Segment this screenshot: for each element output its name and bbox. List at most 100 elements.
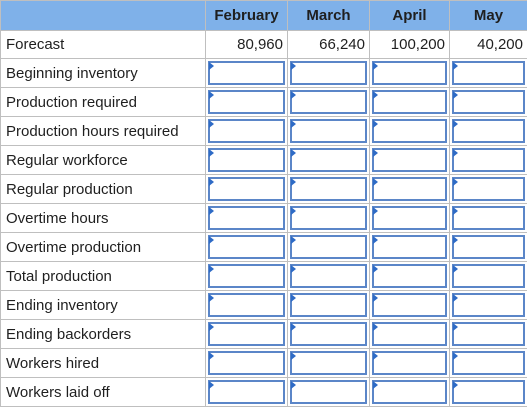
input-ending-inventory-april[interactable]	[372, 293, 447, 317]
input-overtime-hours-march[interactable]	[290, 206, 367, 230]
input-cell-wrapper	[206, 349, 287, 377]
input-ending-backorders-april[interactable]	[372, 322, 447, 346]
input-regular-production-may[interactable]	[452, 177, 525, 201]
cell-production-hours-required-february	[205, 116, 288, 146]
input-beginning-inventory-may[interactable]	[452, 61, 525, 85]
input-cell-wrapper	[450, 117, 527, 145]
input-ending-backorders-march[interactable]	[290, 322, 367, 346]
input-workers-hired-may[interactable]	[452, 351, 525, 375]
input-regular-workforce-march[interactable]	[290, 148, 367, 172]
input-cell-wrapper	[206, 233, 287, 261]
input-workers-hired-april[interactable]	[372, 351, 447, 375]
cell-workers-laid-off-february	[205, 377, 288, 407]
cell-ending-inventory-february	[205, 290, 288, 320]
input-cell-wrapper	[206, 117, 287, 145]
input-production-hours-required-april[interactable]	[372, 119, 447, 143]
row-total-production: Total production	[0, 261, 527, 291]
input-beginning-inventory-february[interactable]	[208, 61, 285, 85]
header-row: February March April May	[0, 0, 527, 31]
input-total-production-march[interactable]	[290, 264, 367, 288]
input-production-hours-required-may[interactable]	[452, 119, 525, 143]
input-cell-wrapper	[450, 175, 527, 203]
input-overtime-production-february[interactable]	[208, 235, 285, 259]
input-workers-laid-off-march[interactable]	[290, 380, 367, 404]
input-cell-wrapper	[288, 349, 369, 377]
column-header-march: March	[287, 0, 370, 31]
input-workers-hired-february[interactable]	[208, 351, 285, 375]
input-overtime-hours-april[interactable]	[372, 206, 447, 230]
cell-production-required-march	[287, 87, 370, 117]
cell-production-hours-required-march	[287, 116, 370, 146]
input-regular-workforce-april[interactable]	[372, 148, 447, 172]
input-ending-inventory-february[interactable]	[208, 293, 285, 317]
row-label-overtime-production: Overtime production	[0, 232, 206, 262]
cell-overtime-hours-may	[449, 203, 527, 233]
input-cell-wrapper	[288, 204, 369, 232]
input-workers-laid-off-april[interactable]	[372, 380, 447, 404]
column-header-may: May	[449, 0, 527, 31]
input-workers-laid-off-may[interactable]	[452, 380, 525, 404]
input-production-required-may[interactable]	[452, 90, 525, 114]
input-beginning-inventory-april[interactable]	[372, 61, 447, 85]
cell-regular-production-march	[287, 174, 370, 204]
input-regular-workforce-february[interactable]	[208, 148, 285, 172]
input-overtime-production-march[interactable]	[290, 235, 367, 259]
row-label-production-required: Production required	[0, 87, 206, 117]
input-cell-wrapper	[450, 233, 527, 261]
cell-workers-hired-march	[287, 348, 370, 378]
input-ending-backorders-may[interactable]	[452, 322, 525, 346]
input-cell-wrapper	[206, 378, 287, 406]
row-label-ending-inventory: Ending inventory	[0, 290, 206, 320]
input-total-production-april[interactable]	[372, 264, 447, 288]
input-production-required-february[interactable]	[208, 90, 285, 114]
row-label-overtime-hours: Overtime hours	[0, 203, 206, 233]
input-cell-wrapper	[288, 291, 369, 319]
input-regular-production-march[interactable]	[290, 177, 367, 201]
input-cell-wrapper	[370, 291, 449, 319]
cell-overtime-production-march	[287, 232, 370, 262]
input-cell-wrapper	[288, 59, 369, 87]
input-workers-hired-march[interactable]	[290, 351, 367, 375]
input-beginning-inventory-march[interactable]	[290, 61, 367, 85]
input-ending-backorders-february[interactable]	[208, 322, 285, 346]
input-production-hours-required-february[interactable]	[208, 119, 285, 143]
cell-overtime-hours-april	[369, 203, 450, 233]
input-regular-workforce-may[interactable]	[452, 148, 525, 172]
cell-regular-workforce-april	[369, 145, 450, 175]
input-overtime-hours-may[interactable]	[452, 206, 525, 230]
input-production-hours-required-march[interactable]	[290, 119, 367, 143]
row-overtime-hours: Overtime hours	[0, 203, 527, 233]
input-overtime-production-april[interactable]	[372, 235, 447, 259]
input-total-production-may[interactable]	[452, 264, 525, 288]
forecast-row: Forecast 80,960 66,240 100,200 40,200	[0, 30, 527, 59]
input-cell-wrapper	[288, 146, 369, 174]
forecast-value-march: 66,240	[287, 30, 370, 59]
input-ending-inventory-march[interactable]	[290, 293, 367, 317]
input-regular-production-february[interactable]	[208, 177, 285, 201]
cell-production-hours-required-may	[449, 116, 527, 146]
cell-regular-production-may	[449, 174, 527, 204]
input-cell-wrapper	[370, 146, 449, 174]
cell-overtime-production-february	[205, 232, 288, 262]
input-overtime-hours-february[interactable]	[208, 206, 285, 230]
row-label-workers-laid-off: Workers laid off	[0, 377, 206, 407]
input-cell-wrapper	[288, 262, 369, 290]
input-production-required-april[interactable]	[372, 90, 447, 114]
input-cell-wrapper	[370, 233, 449, 261]
input-cell-wrapper	[370, 349, 449, 377]
cell-overtime-hours-february	[205, 203, 288, 233]
input-regular-production-april[interactable]	[372, 177, 447, 201]
cell-workers-hired-february	[205, 348, 288, 378]
input-cell-wrapper	[450, 146, 527, 174]
row-beginning-inventory: Beginning inventory	[0, 58, 527, 88]
input-cell-wrapper	[288, 88, 369, 116]
row-label-regular-workforce: Regular workforce	[0, 145, 206, 175]
input-workers-laid-off-february[interactable]	[208, 380, 285, 404]
input-total-production-february[interactable]	[208, 264, 285, 288]
input-ending-inventory-may[interactable]	[452, 293, 525, 317]
input-overtime-production-may[interactable]	[452, 235, 525, 259]
cell-production-required-april	[369, 87, 450, 117]
input-cell-wrapper	[450, 378, 527, 406]
input-production-required-march[interactable]	[290, 90, 367, 114]
